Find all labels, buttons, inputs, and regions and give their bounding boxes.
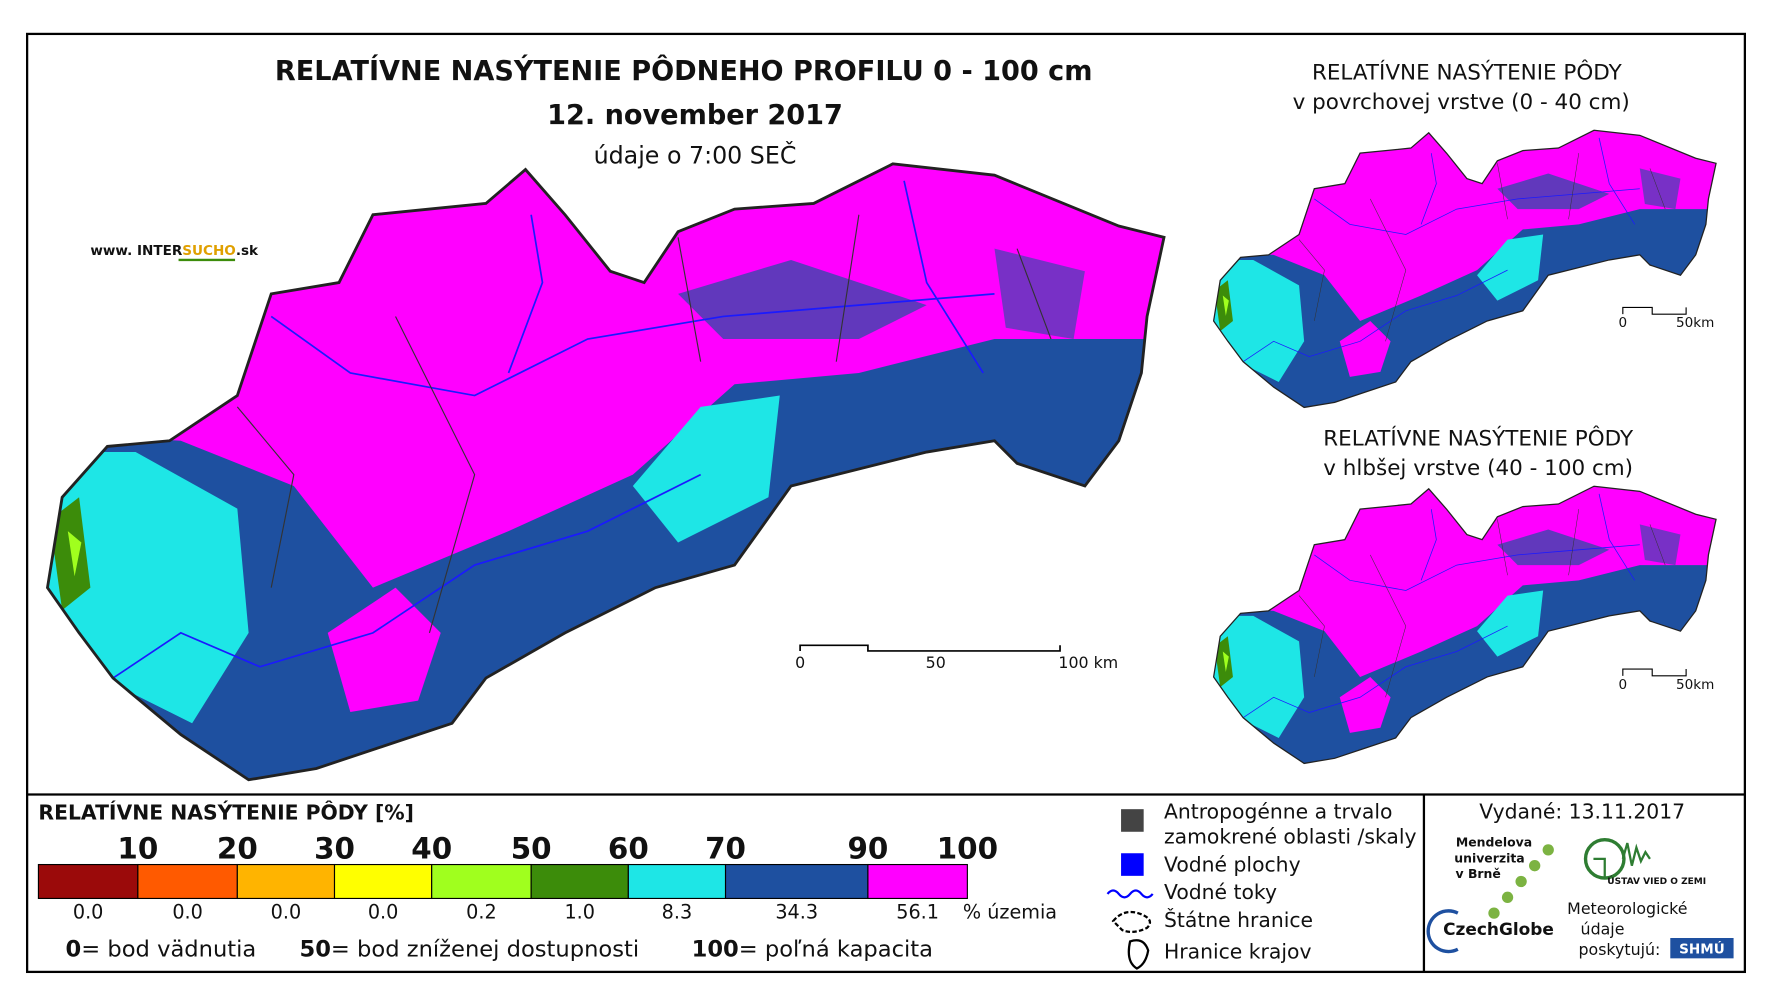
meteo-line: poskytujú: (1578, 940, 1660, 959)
legend-item: Vodné plochy (1164, 853, 1301, 877)
meteo-line: údaje (1581, 920, 1625, 939)
legend-swatch (867, 863, 968, 900)
legend-swatch (333, 863, 433, 900)
surface-title: RELATÍVNE NASÝTENIE PÔDY (1312, 59, 1623, 85)
website-suffix: .sk (236, 243, 259, 259)
water-icon (1121, 853, 1144, 876)
class-upper-label: 10 (117, 831, 158, 865)
note: údaje o 7:00 SEČ (594, 142, 797, 170)
surface-subtitle: v povrchovej vrstve (0 - 40 cm) (1293, 90, 1630, 115)
legend-item: Vodné toky (1164, 880, 1277, 904)
website-highlight: SUCHO (182, 243, 236, 259)
class-upper-label: 100 (937, 831, 998, 865)
legend-item: Štátne hranice (1164, 907, 1313, 932)
class-share-label: 8.3 (662, 901, 693, 924)
note-0: 0= bod vädnutia (66, 936, 257, 962)
legend-item: Antropogénne a trvalo (1164, 800, 1392, 824)
legend-swatch (530, 863, 629, 900)
class-share-label: 0.0 (73, 901, 104, 924)
date: 12. november 2017 (547, 100, 843, 131)
class-upper-label: 20 (217, 831, 258, 865)
class-share-label: 1.0 (564, 901, 595, 924)
legend-swatch (137, 863, 238, 900)
meteo-line: Meteorologické (1567, 899, 1687, 918)
legend-swatch (431, 863, 532, 900)
note-text: = bod vädnutia (81, 936, 256, 962)
note-text: = bod zníženej dostupnosti (331, 936, 639, 962)
shmu: SHMÚ (1679, 939, 1725, 957)
website-prefix: www. INTER (90, 243, 182, 259)
deep-subtitle: v hlbšej vrstve (40 - 100 cm) (1323, 456, 1633, 481)
note-2: 100= poľná kapacita (692, 936, 933, 962)
scale-label: 0 (795, 653, 805, 672)
class-upper-label: 40 (411, 831, 452, 865)
legend-swatch (236, 863, 336, 900)
legend-item: zamokrené oblasti /skaly (1164, 824, 1417, 848)
anthropogenic-icon (1121, 809, 1144, 832)
mendel-line: univerzita (1454, 850, 1524, 865)
class-upper-label: 50 (511, 831, 552, 865)
legend-swatch (724, 863, 869, 900)
legend-title: RELATÍVNE NASÝTENIE PÔDY [%] (38, 800, 414, 825)
scale-label: 50km (1676, 315, 1714, 331)
uvz: ÚSTAV VIED O ZEMI (1607, 875, 1706, 887)
scale-label: 100 km (1058, 653, 1118, 672)
note-value: 50 (299, 936, 330, 962)
class-upper-label: 30 (314, 831, 355, 865)
scale-label: 50km (1676, 677, 1714, 693)
class-share-label: 0.0 (368, 901, 399, 924)
class-upper-label: 60 (608, 831, 649, 865)
scale-label: 50 (926, 653, 946, 672)
note-value: 0 (66, 936, 82, 962)
note-1: 50= bod zníženej dostupnosti (299, 936, 639, 962)
note-text: = poľná kapacita (739, 936, 933, 962)
title: RELATÍVNE NASÝTENIE PÔDNEHO PROFILU 0 - … (275, 55, 1093, 87)
class-share-label: 0.2 (466, 901, 497, 924)
legend-swatch (37, 863, 139, 900)
class-upper-label: 90 (847, 831, 888, 865)
class-upper-label: 70 (705, 831, 746, 865)
note-value: 100 (692, 936, 739, 962)
issued: Vydané: 13.11.2017 (1479, 800, 1685, 824)
class-share-label: 56.1 (896, 901, 939, 924)
class-share-label: 34.3 (775, 901, 818, 924)
scale-label: 0 (1619, 315, 1628, 331)
class-share-label: 0.0 (271, 901, 302, 924)
legend-bar: 10 0.0 20 0.0 30 0.0 40 0.0 50 0.2 60 1.0 70 8.3 90 34.… (37, 831, 998, 924)
legend-unit: % územia (963, 901, 1057, 924)
scale-label: 0 (1619, 677, 1628, 693)
czechglobe: CzechGlobe (1443, 919, 1554, 939)
website: www. INTERSUCHO.sk (90, 243, 259, 259)
legend-item: Hranice krajov (1164, 940, 1311, 964)
legend-swatch (627, 863, 727, 900)
class-share-label: 0.0 (172, 901, 203, 924)
deep-title: RELATÍVNE NASÝTENIE PÔDY (1323, 426, 1634, 452)
mendel-line: Mendelova (1456, 835, 1532, 850)
mendel-line: v Brně (1456, 866, 1501, 881)
